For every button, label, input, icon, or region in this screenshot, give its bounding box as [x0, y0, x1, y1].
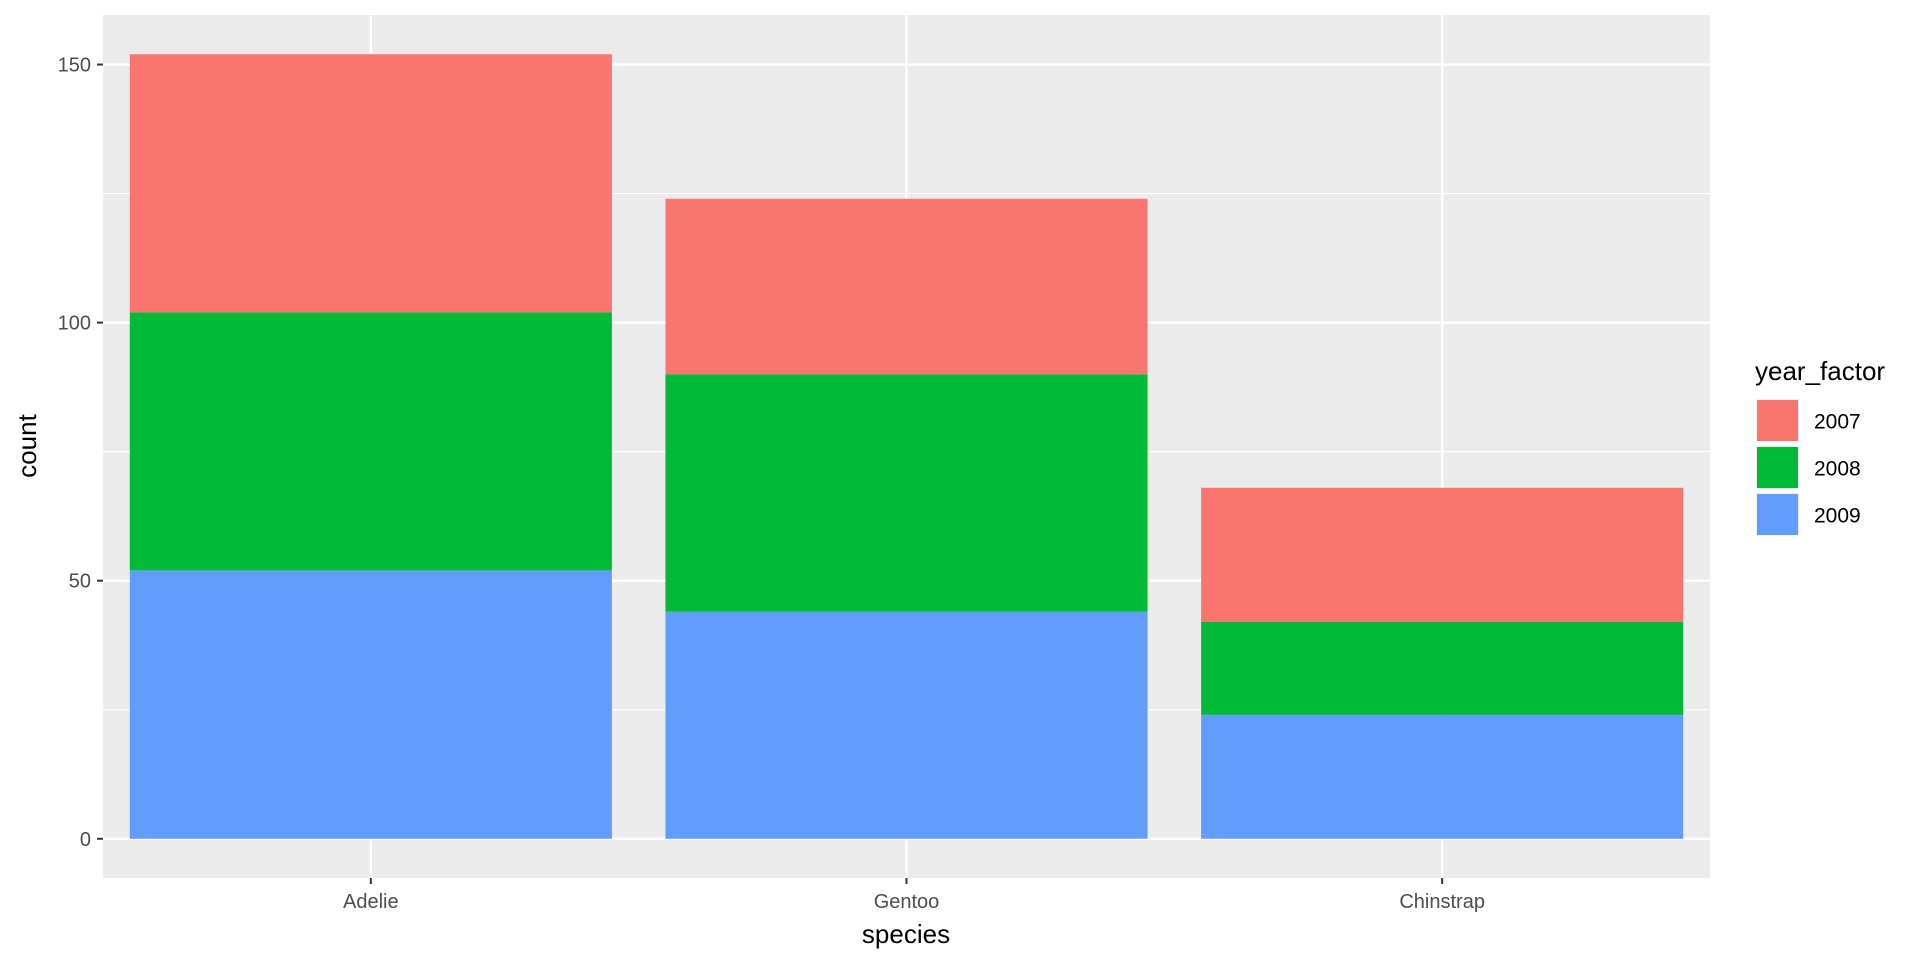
bar-segment-chinstrap-2008 — [1201, 621, 1684, 715]
y-tick-label: 50 — [69, 571, 91, 593]
bar-segment-adelie-2009 — [129, 570, 612, 839]
bar-segment-gentoo-2007 — [665, 198, 1148, 375]
x-axis: Adelie Gentoo Chinstrap — [343, 878, 1485, 913]
bar-segment-gentoo-2009 — [665, 611, 1148, 839]
legend: year_factor 2007 2008 2009 — [1755, 356, 1885, 536]
legend-label-2007: 2007 — [1814, 411, 1861, 434]
bars — [129, 54, 1684, 839]
y-axis-title: count — [12, 413, 42, 477]
x-axis-title: species — [862, 919, 950, 949]
bar-segment-chinstrap-2009 — [1201, 714, 1684, 839]
bar-segment-gentoo-2008 — [665, 374, 1148, 612]
legend-label-2009: 2009 — [1814, 505, 1861, 528]
legend-key-2008 — [1757, 447, 1798, 488]
legend-key-2009 — [1757, 494, 1798, 535]
legend-label-2008: 2008 — [1814, 458, 1861, 481]
y-tick-label: 150 — [58, 55, 91, 77]
x-tick-label: Adelie — [343, 891, 399, 913]
y-axis: 0 50 100 150 — [58, 55, 103, 851]
bar-segment-chinstrap-2007 — [1201, 487, 1684, 622]
bar-segment-adelie-2007 — [129, 54, 612, 313]
bar-segment-adelie-2008 — [129, 312, 612, 571]
y-tick-label: 0 — [80, 829, 91, 851]
x-tick-label: Gentoo — [874, 891, 940, 913]
legend-key-2007 — [1757, 400, 1798, 441]
legend-title: year_factor — [1755, 356, 1885, 386]
x-tick-label: Chinstrap — [1399, 891, 1485, 913]
y-tick-label: 100 — [58, 313, 91, 335]
